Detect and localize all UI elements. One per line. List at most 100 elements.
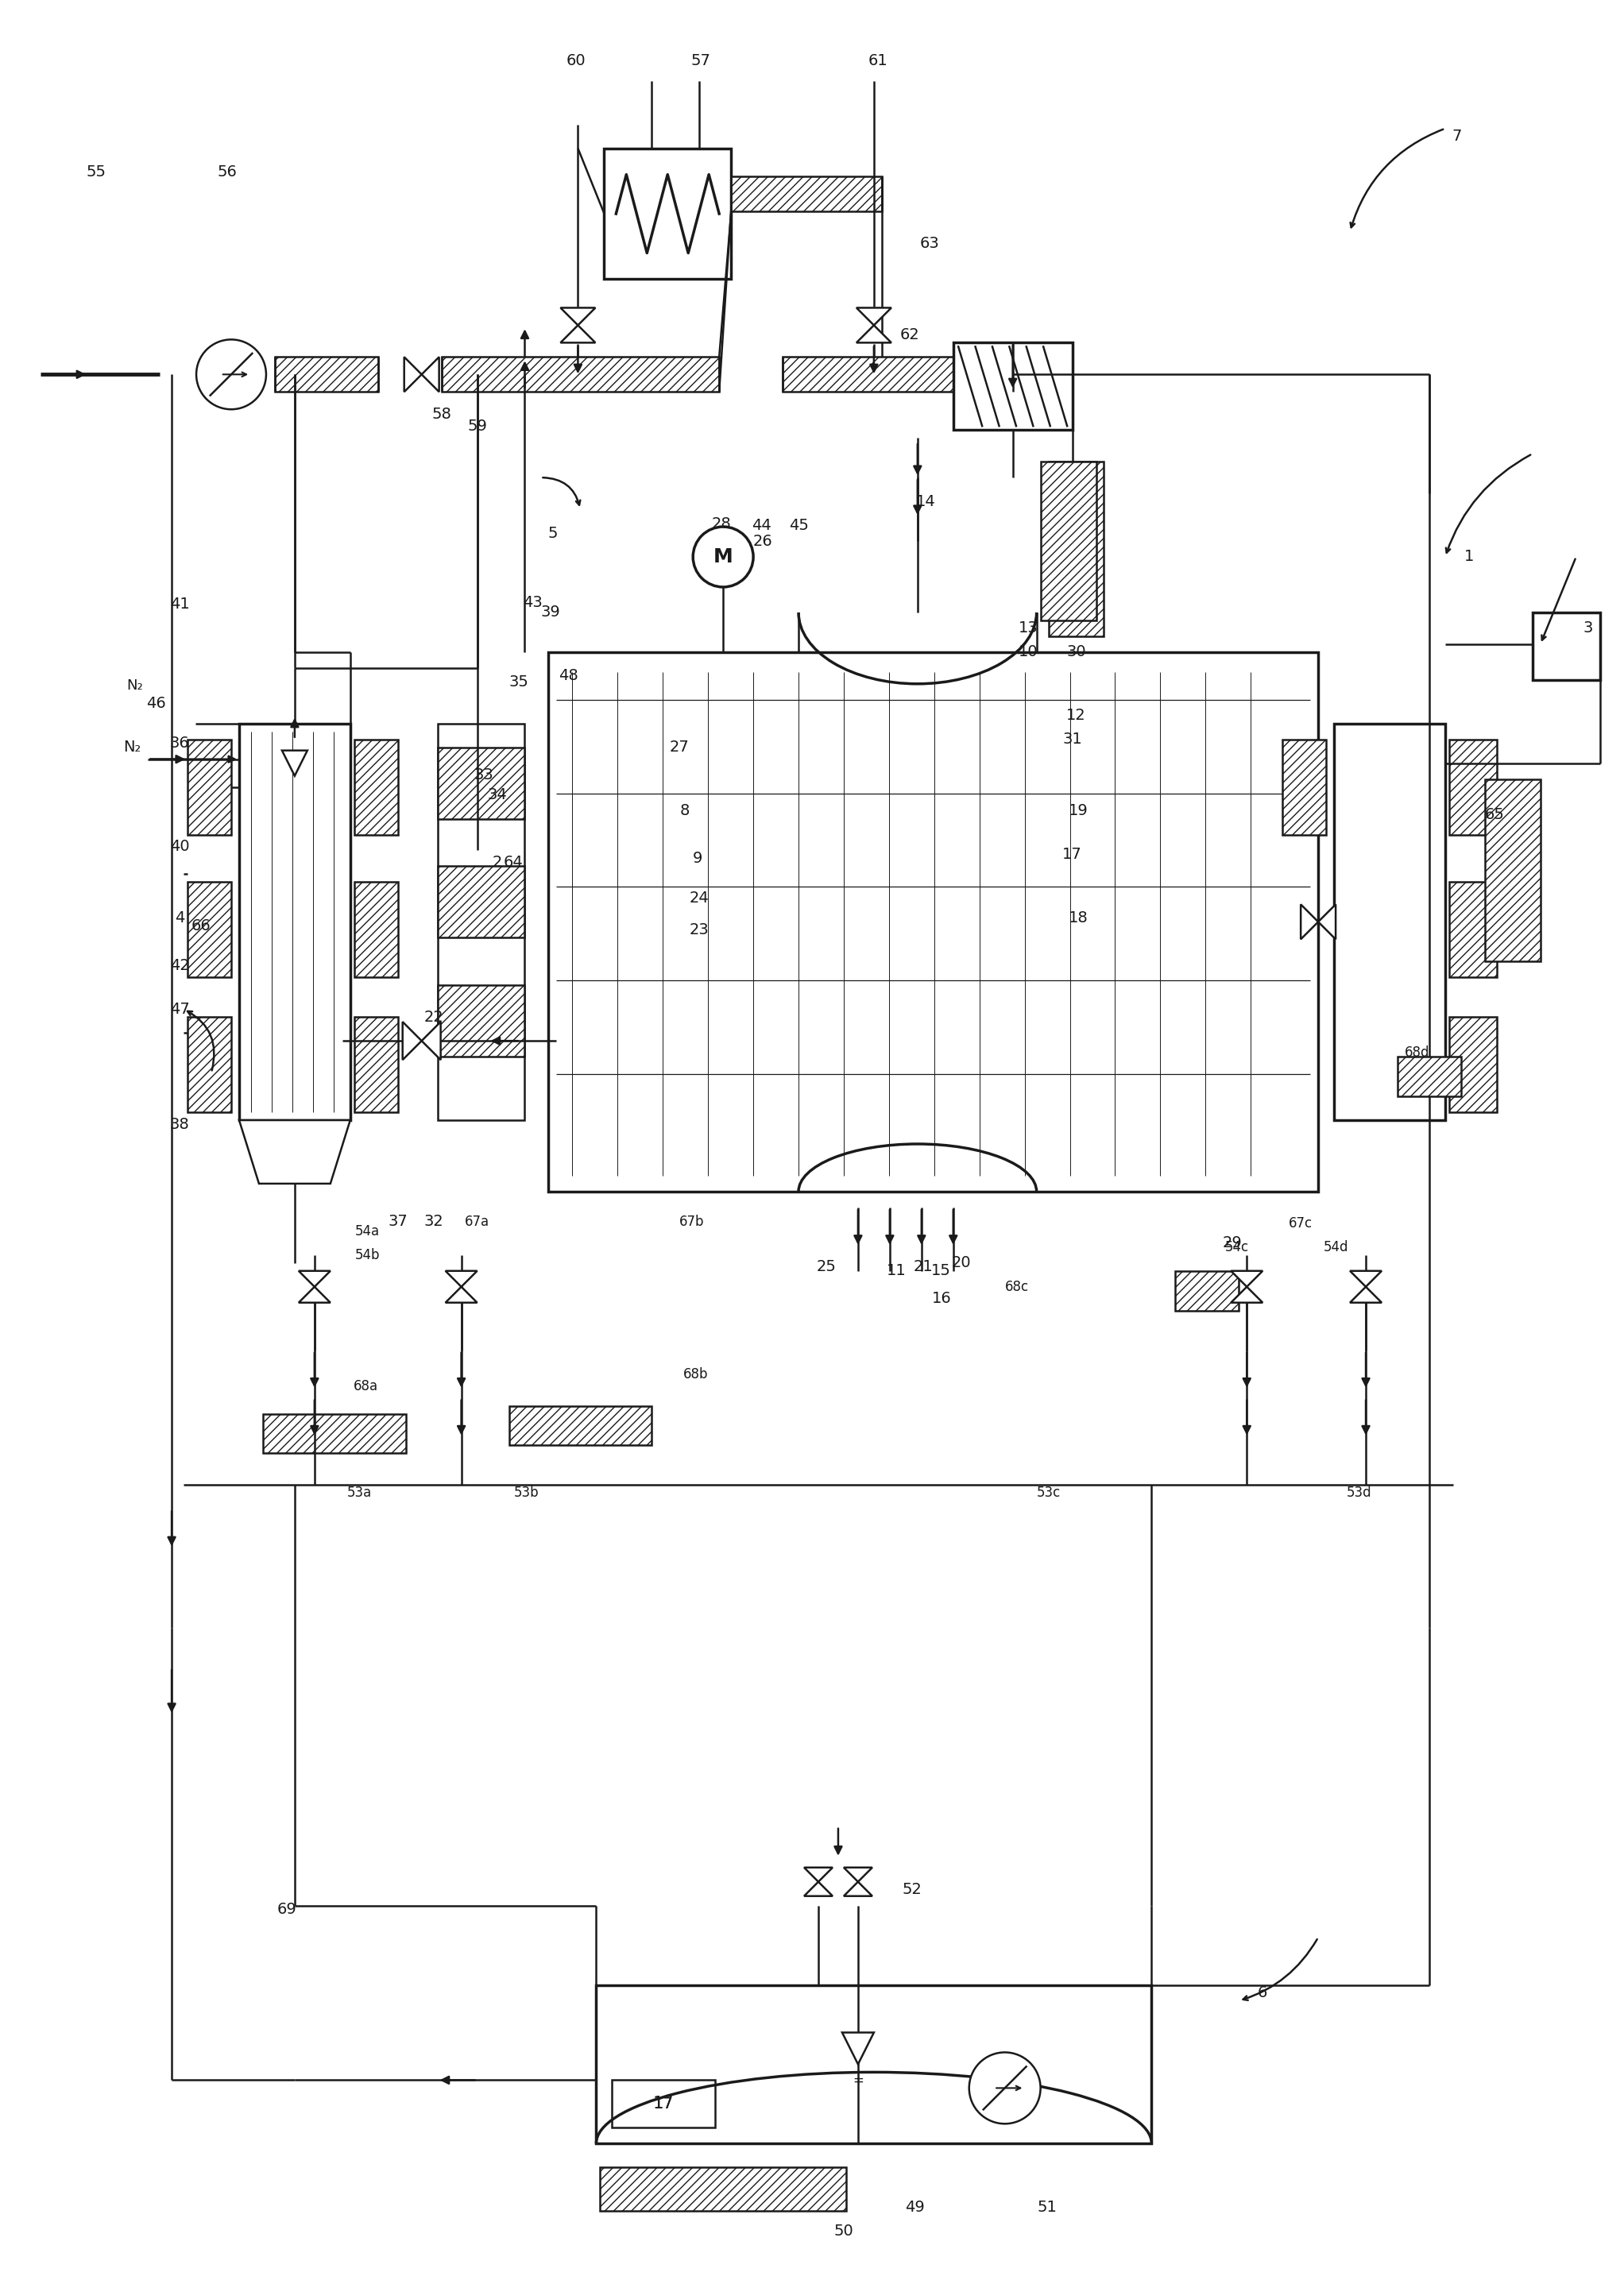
Polygon shape [422, 1021, 440, 1060]
Text: 54a: 54a [356, 1224, 380, 1238]
Circle shape [693, 527, 754, 586]
Text: 24: 24 [690, 891, 710, 905]
Text: 43: 43 [523, 595, 542, 611]
Text: 17: 17 [1062, 846, 1082, 862]
Text: 34: 34 [487, 787, 507, 803]
Polygon shape [299, 1286, 330, 1302]
Text: 53a: 53a [348, 1487, 372, 1500]
Bar [187, 739, 231, 834]
Text: 52: 52 [901, 1883, 922, 1897]
Polygon shape [445, 1270, 477, 1286]
Text: 55: 55 [86, 164, 106, 180]
Bar [596, 1986, 1151, 2143]
Text: 33: 33 [474, 768, 494, 782]
Polygon shape [403, 1021, 422, 1060]
Text: 27: 27 [669, 739, 689, 755]
Text: 8: 8 [680, 803, 690, 819]
Polygon shape [1231, 1286, 1263, 1302]
Polygon shape [1301, 905, 1319, 939]
Bar [604, 148, 731, 278]
Text: 6: 6 [1257, 1986, 1268, 2000]
Text: 47: 47 [171, 1001, 190, 1017]
Text: 57: 57 [692, 52, 711, 68]
Text: 41: 41 [171, 597, 190, 611]
Polygon shape [856, 308, 892, 326]
Text: 11: 11 [887, 1263, 906, 1279]
Bar [1398, 1056, 1462, 1097]
Polygon shape [422, 358, 438, 392]
Text: 20: 20 [952, 1256, 971, 1270]
Text: 68c: 68c [1005, 1279, 1028, 1295]
Text: 5: 5 [547, 527, 557, 540]
Text: 65: 65 [1484, 807, 1504, 823]
Circle shape [197, 340, 266, 410]
Text: 44: 44 [752, 518, 771, 534]
Text: 67a: 67a [464, 1215, 489, 1229]
Polygon shape [844, 1881, 872, 1897]
Bar [1449, 1017, 1497, 1113]
Polygon shape [560, 308, 596, 326]
Polygon shape [560, 326, 596, 342]
Polygon shape [1350, 1286, 1382, 1302]
Text: 13: 13 [1018, 620, 1038, 636]
Bar [1041, 461, 1096, 620]
Text: 21: 21 [913, 1259, 932, 1275]
Text: N₂: N₂ [123, 739, 141, 755]
Bar [442, 358, 719, 392]
Bar [601, 2168, 846, 2212]
Text: 32: 32 [424, 1215, 443, 1229]
Text: 54c: 54c [1226, 1240, 1249, 1254]
Bar [731, 176, 882, 212]
Text: 17: 17 [654, 2095, 674, 2111]
Bar [239, 723, 351, 1119]
Text: 16: 16 [932, 1290, 952, 1306]
Bar [1283, 739, 1327, 834]
Polygon shape [404, 358, 422, 392]
Bar [1449, 739, 1497, 834]
Bar [354, 739, 398, 834]
Text: 2: 2 [492, 855, 502, 871]
Polygon shape [1350, 1270, 1382, 1286]
Text: 23: 23 [690, 921, 710, 937]
Text: 17: 17 [653, 2095, 674, 2111]
Text: 67b: 67b [679, 1215, 703, 1229]
Text: 68a: 68a [354, 1379, 378, 1393]
Text: 4: 4 [175, 910, 185, 926]
Text: 14: 14 [916, 495, 935, 508]
Bar [354, 1017, 398, 1113]
Text: 39: 39 [541, 604, 560, 620]
Text: N₂: N₂ [127, 677, 143, 693]
Text: 40: 40 [171, 839, 190, 855]
Text: 45: 45 [789, 518, 809, 534]
Bar [1533, 613, 1600, 679]
Polygon shape [1231, 1270, 1263, 1286]
Polygon shape [1319, 905, 1335, 939]
Text: 38: 38 [171, 1117, 190, 1131]
Bar [1049, 461, 1104, 636]
Text: M: M [713, 547, 732, 565]
Bar [437, 748, 525, 819]
Bar [1449, 882, 1497, 978]
Text: 69: 69 [278, 1902, 297, 1917]
Bar [508, 1407, 651, 1446]
Bar [1484, 780, 1541, 962]
Text: 53b: 53b [513, 1487, 539, 1500]
Text: 37: 37 [388, 1215, 408, 1229]
Text: 59: 59 [468, 420, 487, 433]
Text: 30: 30 [1067, 645, 1086, 659]
Bar [437, 985, 525, 1056]
Bar [437, 866, 525, 937]
Text: 18: 18 [1069, 910, 1088, 926]
Text: 1: 1 [1465, 549, 1475, 565]
Text: 48: 48 [559, 668, 578, 684]
Text: 53c: 53c [1036, 1487, 1060, 1500]
Bar [263, 1414, 406, 1452]
Text: 56: 56 [218, 164, 237, 180]
Bar [187, 1017, 231, 1113]
Text: 12: 12 [1067, 709, 1086, 723]
Bar [783, 358, 1013, 392]
Polygon shape [239, 1119, 351, 1183]
Text: 28: 28 [711, 515, 731, 531]
Text: 63: 63 [919, 235, 939, 251]
Text: 58: 58 [432, 406, 451, 422]
